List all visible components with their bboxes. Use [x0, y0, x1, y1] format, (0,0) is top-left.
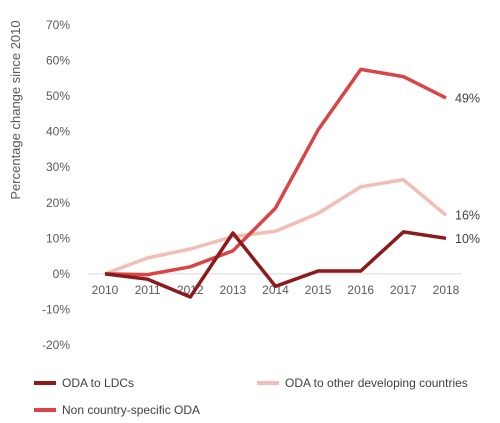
x-tick-label: 2018 [433, 283, 460, 297]
x-tick-label: 2016 [347, 283, 374, 297]
y-axis-label: Percentage change since 2010 [8, 20, 23, 199]
y-tick-label: -20% [42, 338, 70, 352]
x-tick-label: 2013 [220, 283, 247, 297]
y-tick-label: 40% [46, 125, 70, 139]
y-tick-label: 20% [46, 196, 70, 210]
y-tick-label: 60% [46, 54, 70, 68]
y-tick-label: 0% [53, 267, 71, 281]
end-label-2: 49% [455, 91, 480, 105]
y-tick-label: 50% [46, 89, 70, 103]
end-label-1: 16% [455, 209, 480, 223]
end-labels: 10% 16% 49% [455, 91, 480, 245]
y-tick-label: 10% [46, 231, 70, 245]
end-label-0: 10% [455, 232, 480, 246]
x-tick-label: 2011 [135, 283, 161, 297]
x-tick-label: 2017 [390, 283, 417, 297]
series-line-2 [104, 67, 447, 277]
y-axis-ticks: 70% 60% 50% 40% 30% 20% 10% 0% -10% -20% [42, 18, 70, 352]
series-line-0 [104, 230, 447, 299]
x-tick-label: 2014 [262, 283, 289, 297]
series-lines [104, 67, 448, 299]
y-tick-label: -10% [42, 302, 70, 316]
x-tick-label: 2010 [92, 283, 119, 297]
y-tick-label: 70% [46, 18, 70, 32]
series-line-1 [104, 177, 448, 276]
y-tick-label: 30% [46, 160, 70, 174]
x-tick-label: 2015 [305, 283, 332, 297]
